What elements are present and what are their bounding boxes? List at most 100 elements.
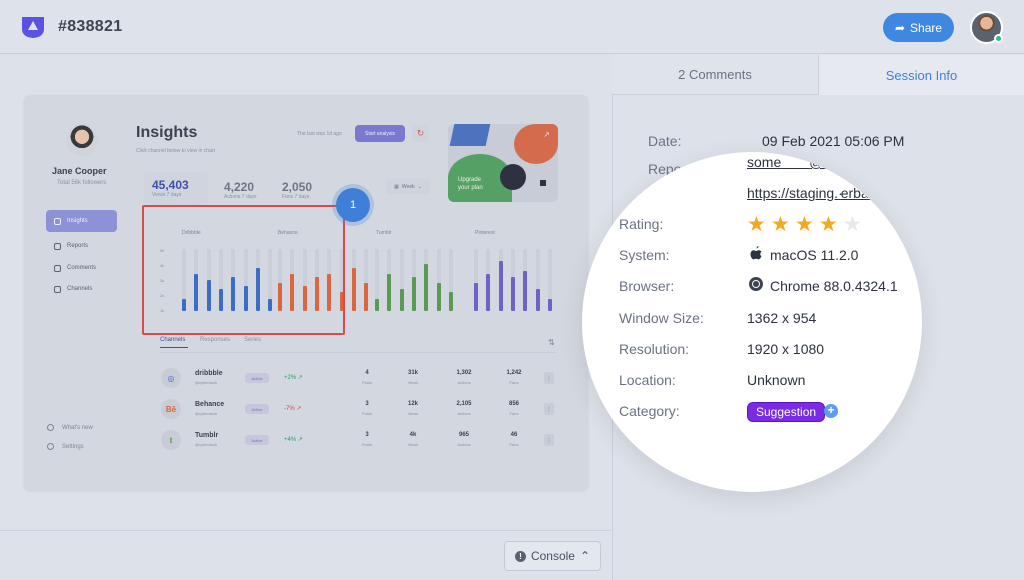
row-posts-value: 3 (365, 401, 369, 407)
row-more-icon: ⋮ (544, 372, 554, 384)
row-posts-caption: Posts (361, 411, 372, 416)
upgrade-text: Upgrade your plan (458, 176, 483, 192)
row-actions-caption: Actions (457, 442, 471, 447)
date-value: 09 Feb 2021 05:06 PM (762, 133, 905, 149)
chart-bar (510, 277, 515, 311)
send-icon (54, 285, 61, 293)
user-avatar[interactable] (970, 11, 1003, 44)
preview-upgrade-card: ↗ Upgrade your plan (448, 124, 558, 202)
tab-comments[interactable]: 2 Comments (612, 55, 818, 95)
chart-bar-track (448, 249, 453, 311)
row-fans-caption: Fans (509, 380, 519, 385)
sidebar-item-label: Channels (67, 286, 93, 292)
chart-bar (474, 283, 478, 311)
date-label: Date: (648, 133, 682, 149)
row-fans-caption: Fans (509, 411, 519, 416)
chart-bar-track (182, 249, 186, 311)
add-tag-icon[interactable]: + (824, 404, 838, 418)
chart-bar (339, 292, 344, 311)
chart-bar (498, 261, 503, 311)
upgrade-line-1: Upgrade (458, 177, 482, 183)
arrow-up-right-icon: ↗ (543, 130, 550, 139)
browser-label: Browser: (619, 278, 675, 294)
preview-settings: Settings (47, 443, 84, 450)
stat-label: Fans 7 days (282, 194, 310, 200)
chart-bar (424, 264, 429, 311)
chart-bar (364, 283, 369, 311)
star-icon[interactable]: ★ (843, 213, 862, 236)
chart-bar (243, 286, 248, 311)
sidebar-item-label: Insights (67, 218, 88, 224)
magnifier-lens: some——@example.com https://staging.·erba… (582, 152, 922, 492)
chart-y-tick: 2k (160, 293, 165, 298)
chart-bar (547, 299, 552, 311)
info-icon (47, 424, 54, 431)
chart-bar (448, 292, 453, 311)
row-change-value: +2% ↗ (284, 375, 303, 381)
week-select-label: Week (401, 183, 415, 190)
category-tag[interactable]: Suggestion (747, 402, 826, 422)
chart-series-label: Behance (278, 230, 298, 236)
preview-sidebar-item-reports: Reports (46, 235, 117, 257)
chart-y-tick: 4k (160, 263, 165, 268)
preview-user-sub: Total 56k followers (57, 180, 107, 186)
chart-bar (486, 274, 491, 311)
calendar-icon: ▦ (394, 183, 399, 190)
row-fans-caption: Fans (509, 442, 519, 447)
reporter-name: some (747, 154, 782, 170)
chart-bar (268, 299, 273, 311)
resolution-value: 1920 x 1080 (747, 341, 825, 357)
row-channel-name: Behance (195, 401, 225, 408)
rating-label: Rating: (619, 216, 664, 232)
sidebar-item-label: Reports (67, 243, 89, 249)
preview-last-was: The last was 1d ago (297, 131, 342, 137)
annotation-highlight-box[interactable] (142, 205, 345, 335)
preview-tab-channels: Channels (160, 337, 186, 343)
row-fans-value: 1,242 (506, 370, 522, 376)
page-url-link[interactable]: https://staging.·erback.io (747, 185, 898, 201)
share-button[interactable]: ➦ Share (883, 13, 954, 42)
tab-session-info[interactable]: Session Info (818, 55, 1024, 95)
console-button[interactable]: ! Console ⌃ (504, 541, 601, 571)
bugherd-logo-icon[interactable] (20, 15, 46, 39)
chart-bar (182, 299, 186, 311)
preview-tab-responses: Responses (200, 337, 231, 343)
row-fans-value: 46 (510, 432, 518, 438)
home-icon (54, 217, 61, 225)
tumblr-icon: t (161, 430, 181, 450)
chart-series-label: Tumblr (376, 230, 392, 236)
comment-icon (54, 264, 61, 272)
reporter-email-link[interactable]: some——@example.com (747, 154, 907, 170)
behance-icon: Bē (161, 399, 181, 419)
row-posts-caption: Posts (361, 380, 372, 385)
row-channel-handle: @cyberduck (195, 411, 218, 416)
chevron-down-icon: ⌄ (417, 183, 422, 190)
preview-start-analysis-button: Start analysis (355, 125, 405, 142)
star-icon[interactable]: ★ (771, 213, 790, 236)
chart-bar-track (436, 249, 441, 311)
top-bar: #838821 ➦ Share (0, 0, 1024, 54)
apple-icon (750, 246, 762, 260)
annotation-marker[interactable]: 1 (336, 188, 370, 222)
info-icon: ! (514, 550, 526, 562)
chart-bar-track (375, 249, 379, 311)
chart-bar (302, 286, 307, 311)
category-label: Category: (619, 403, 680, 419)
url-end: erback.io (840, 185, 898, 201)
star-icon[interactable]: ★ (819, 213, 838, 236)
chart-bar (194, 274, 199, 311)
chart-bar-track (547, 249, 552, 311)
row-actions-caption: Actions (457, 380, 471, 385)
online-status-dot (994, 34, 1003, 43)
preview-user-name: Jane Cooper (52, 166, 107, 176)
chart-y-tick: 5k (160, 248, 165, 253)
row-actions-value: 965 (458, 432, 469, 438)
star-icon[interactable]: ★ (747, 213, 766, 236)
chart-bar-track (399, 249, 404, 311)
browser-value: Chrome 88.0.4324.1 (770, 278, 898, 294)
system-label: System: (619, 247, 670, 263)
tab-underline (160, 347, 188, 348)
star-icon[interactable]: ★ (795, 213, 814, 236)
row-posts-value: 3 (365, 432, 369, 438)
window-size-label: Window Size: (619, 310, 704, 326)
